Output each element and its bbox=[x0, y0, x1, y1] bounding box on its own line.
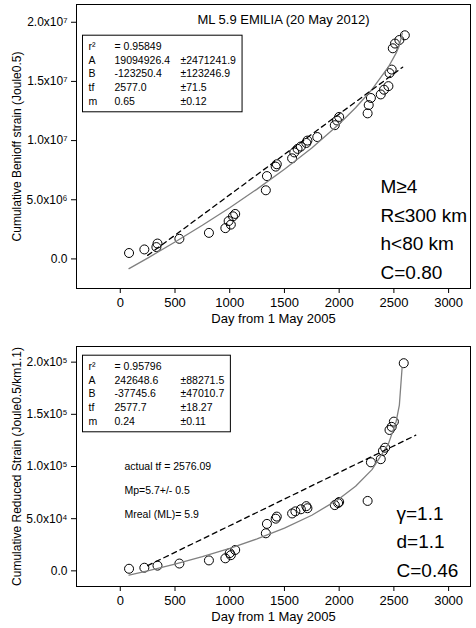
svg-text:±88271.5±47010.7±18.27±0.11: ±88271.5±47010.7±18.27±0.11 bbox=[181, 374, 225, 427]
svg-text:500: 500 bbox=[164, 593, 186, 608]
svg-text:1000: 1000 bbox=[215, 593, 244, 608]
svg-text:2000: 2000 bbox=[325, 295, 354, 310]
svg-text:1.5x10⁷: 1.5x10⁷ bbox=[27, 74, 67, 88]
svg-text:1500: 1500 bbox=[270, 593, 299, 608]
svg-text:= 0.95796242648.6-37745.62577.: = 0.95796242648.6-37745.62577.70.24 bbox=[115, 360, 162, 427]
svg-text:5.0x10⁴: 5.0x10⁴ bbox=[26, 512, 67, 526]
svg-text:1.5x10⁵: 1.5x10⁵ bbox=[26, 407, 67, 421]
svg-text:ML 5.9 EMILIA (20 May 2012): ML 5.9 EMILIA (20 May 2012) bbox=[197, 12, 369, 27]
svg-text:Day from 1 May 2005: Day from 1 May 2005 bbox=[211, 609, 335, 624]
svg-text:5.0x10⁶: 5.0x10⁶ bbox=[27, 193, 68, 207]
svg-text:2500: 2500 bbox=[379, 593, 408, 608]
svg-text:γ=1.1d=1.1C=0.46: γ=1.1d=1.1C=0.46 bbox=[397, 503, 459, 581]
svg-text:M≥4R≤300 kmh<80 kmC=0.80: M≥4R≤300 kmh<80 kmC=0.80 bbox=[381, 176, 467, 283]
svg-text:2.0x10⁷: 2.0x10⁷ bbox=[27, 15, 67, 29]
svg-text:2.0x10⁵: 2.0x10⁵ bbox=[26, 355, 67, 369]
svg-text:500: 500 bbox=[164, 295, 186, 310]
svg-text:r²ABtfm: r²ABtfm bbox=[89, 40, 98, 107]
svg-text:0: 0 bbox=[117, 593, 124, 608]
svg-text:Cumulative Benioff strain (Jou: Cumulative Benioff strain (Joule0.5) bbox=[10, 52, 24, 242]
svg-text:Cumulative Reduced Strain (Jou: Cumulative Reduced Strain (Joule0.5/km1.… bbox=[10, 347, 24, 586]
svg-text:1500: 1500 bbox=[270, 295, 299, 310]
svg-text:0.0: 0.0 bbox=[51, 252, 68, 266]
svg-text:3000: 3000 bbox=[434, 593, 463, 608]
svg-text:actual tf = 2576.09Mp=5.7+/- 0: actual tf = 2576.09Mp=5.7+/- 0.5Mreal (M… bbox=[125, 460, 212, 520]
svg-text:0.0: 0.0 bbox=[51, 564, 68, 578]
svg-text:2000: 2000 bbox=[325, 593, 354, 608]
svg-text:0: 0 bbox=[117, 295, 124, 310]
svg-text:1.0x10⁵: 1.0x10⁵ bbox=[26, 459, 67, 473]
svg-text:±2471241.9±123246.9±71.5±0.12: ±2471241.9±123246.9±71.5±0.12 bbox=[181, 54, 237, 107]
svg-text:1.0x10⁷: 1.0x10⁷ bbox=[27, 133, 67, 147]
svg-text:r²ABtfm: r²ABtfm bbox=[89, 360, 98, 427]
svg-text:= 0.9584919094926.4-123250.425: = 0.9584919094926.4-123250.42577.00.65 bbox=[115, 40, 171, 107]
svg-text:1000: 1000 bbox=[215, 295, 244, 310]
svg-text:Day from 1 May 2005: Day from 1 May 2005 bbox=[211, 311, 335, 326]
svg-text:2500: 2500 bbox=[379, 295, 408, 310]
svg-text:3000: 3000 bbox=[434, 295, 463, 310]
